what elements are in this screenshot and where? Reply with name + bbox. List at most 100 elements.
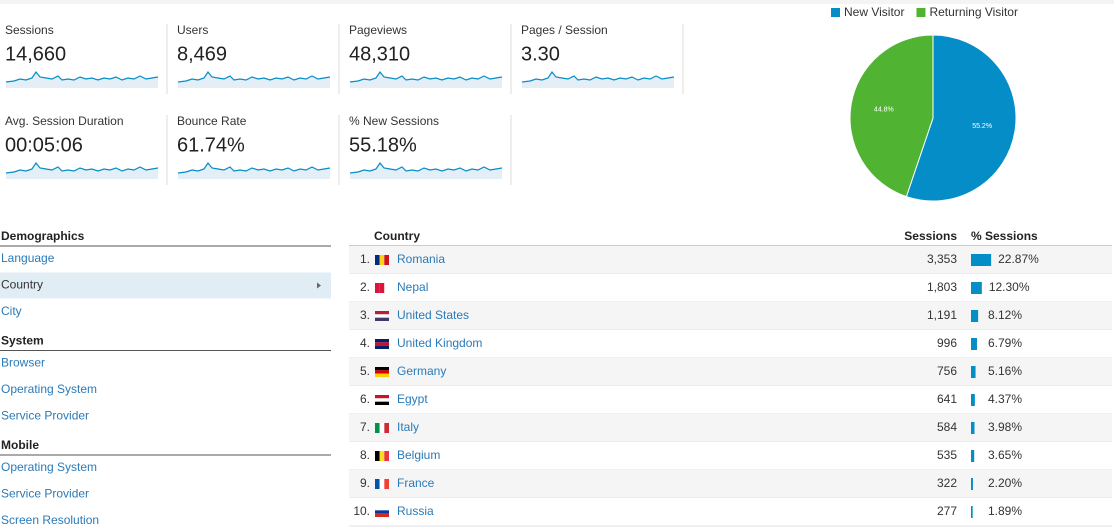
- nav-section-title: Demographics: [1, 229, 85, 243]
- pct-bar: [971, 394, 975, 406]
- metric-label: Pageviews: [349, 23, 407, 37]
- row-rank: 5.: [360, 364, 370, 378]
- flag-stripe: [375, 311, 389, 315]
- row-pct: 22.87%: [998, 252, 1039, 266]
- row-bg: [349, 498, 1112, 526]
- nav-item[interactable]: Country: [1, 278, 43, 292]
- row-bg: [349, 274, 1112, 302]
- row-pct: 4.37%: [988, 392, 1022, 406]
- row-country[interactable]: Romania: [397, 252, 445, 266]
- row-country[interactable]: Nepal: [397, 280, 428, 294]
- flag-stripe: [379, 479, 385, 489]
- row-country[interactable]: United Kingdom: [397, 336, 482, 350]
- row-pct: 6.79%: [988, 336, 1022, 350]
- row-sessions: 584: [937, 420, 957, 434]
- nav-section-title: Mobile: [1, 438, 39, 452]
- flag-stripe: [384, 451, 389, 461]
- row-pct: 5.16%: [988, 364, 1022, 378]
- nav-item[interactable]: Language: [1, 251, 55, 265]
- row-sessions: 1,803: [927, 280, 957, 294]
- nav-section-title: System: [1, 334, 44, 348]
- nav-item[interactable]: Service Provider: [1, 409, 89, 423]
- row-pct: 2.20%: [988, 476, 1022, 490]
- row-sessions: 322: [937, 476, 957, 490]
- nav-selected-bg: [0, 272, 331, 299]
- flag-stripe: [379, 255, 385, 265]
- metric-value: 00:05:06: [5, 134, 83, 156]
- table-header: Country: [374, 229, 420, 243]
- metric-label: Users: [177, 23, 208, 37]
- row-sessions: 277: [937, 504, 957, 518]
- sparkline: [350, 162, 502, 179]
- row-rank: 10.: [353, 504, 370, 518]
- row-country[interactable]: Italy: [397, 420, 419, 434]
- metric-value: 55.18%: [349, 134, 417, 156]
- row-country[interactable]: Germany: [397, 364, 446, 378]
- flag-stripe: [375, 339, 389, 343]
- row-bg: [349, 302, 1112, 330]
- flag-stripe: [375, 507, 389, 511]
- nav-item[interactable]: Browser: [1, 356, 45, 370]
- flag-stripe: [375, 345, 389, 349]
- row-pct: 1.89%: [988, 504, 1022, 518]
- pie-slice: [905, 34, 1017, 202]
- sparkline: [522, 71, 674, 88]
- row-country[interactable]: France: [397, 476, 435, 490]
- row-country[interactable]: Russia: [397, 504, 434, 518]
- pct-bar: [971, 366, 976, 378]
- flag-stripe: [375, 283, 380, 293]
- nav-item[interactable]: Operating System: [1, 460, 97, 474]
- flag-stripe: [375, 401, 389, 405]
- metric-label: Sessions: [5, 23, 54, 37]
- metric-value: 61.74%: [177, 134, 245, 156]
- row-sessions: 535: [937, 448, 957, 462]
- pct-bar: [971, 422, 975, 434]
- legend-swatch: [831, 8, 840, 17]
- metric-label: % New Sessions: [349, 114, 439, 128]
- flag-stripe: [375, 314, 389, 318]
- nav-item[interactable]: Screen Resolution: [1, 513, 99, 527]
- sparkline: [350, 71, 502, 88]
- table-header: Sessions: [904, 229, 957, 243]
- sparkline: [6, 162, 158, 179]
- nav-arrow: [317, 282, 321, 289]
- flag-stripe: [375, 367, 389, 371]
- nav-item[interactable]: Operating System: [1, 382, 97, 396]
- pie-slice: [849, 34, 934, 198]
- row-bg: [349, 414, 1112, 442]
- nav-item[interactable]: Service Provider: [1, 487, 89, 501]
- row-rank: 8.: [360, 448, 370, 462]
- flag-stripe: [375, 342, 389, 346]
- flag-stripe: [384, 283, 389, 293]
- row-pct: 3.65%: [988, 448, 1022, 462]
- flag-stripe: [384, 423, 389, 433]
- flag-stripe: [384, 479, 389, 489]
- pct-bar: [971, 310, 979, 322]
- flag-stripe: [384, 255, 389, 265]
- flag-stripe: [375, 479, 380, 489]
- nav-item[interactable]: City: [1, 304, 22, 318]
- flag-stripe: [375, 370, 389, 374]
- row-rank: 9.: [360, 476, 370, 490]
- sparkline: [178, 71, 330, 88]
- pct-bar: [971, 478, 973, 490]
- metric-value: 48,310: [349, 43, 410, 65]
- row-bg: [349, 442, 1112, 470]
- pct-bar: [971, 450, 975, 462]
- legend-label: Returning Visitor: [929, 5, 1018, 19]
- row-country[interactable]: Egypt: [397, 392, 428, 406]
- row-pct: 12.30%: [989, 280, 1030, 294]
- row-sessions: 756: [937, 364, 957, 378]
- table-header: % Sessions: [971, 229, 1038, 243]
- row-country[interactable]: United States: [397, 308, 469, 322]
- flag-stripe: [375, 451, 380, 461]
- sparkline: [178, 162, 330, 179]
- row-bg: [349, 358, 1112, 386]
- pct-bar: [971, 338, 977, 350]
- row-bg: [349, 470, 1112, 498]
- flag-stripe: [375, 255, 380, 265]
- row-rank: 2.: [360, 280, 370, 294]
- metric-value: 3.30: [521, 43, 560, 65]
- row-country[interactable]: Belgium: [397, 448, 440, 462]
